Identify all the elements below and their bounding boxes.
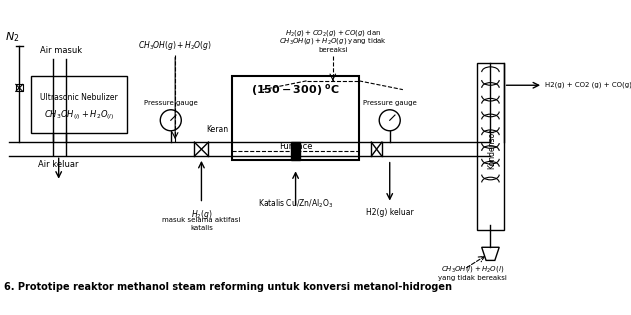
- Text: Pressure gauge: Pressure gauge: [363, 100, 416, 106]
- Text: Kondensor: Kondensor: [488, 129, 497, 169]
- Text: Keran: Keran: [206, 124, 228, 134]
- Text: katalis: katalis: [190, 225, 213, 232]
- Text: $CH_3OH(l) + H_2O(l)$: $CH_3OH(l) + H_2O(l)$: [441, 264, 505, 274]
- Text: Ultrasonic Nebulizer: Ultrasonic Nebulizer: [40, 94, 118, 102]
- Text: Furnace: Furnace: [279, 142, 312, 151]
- Text: $\mathit{CH_3OH_{(l)} + H_2O_{(l)}}$: $\mathit{CH_3OH_{(l)} + H_2O_{(l)}}$: [44, 109, 114, 122]
- Text: $CH_3OH(g) + H_2O(g)$: $CH_3OH(g) + H_2O(g)$: [138, 39, 212, 52]
- Text: $CH_3OH(g) + H_2O(g)$ yang tidak: $CH_3OH(g) + H_2O(g)$ yang tidak: [279, 37, 387, 46]
- Text: masuk selama aktifasi: masuk selama aktifasi: [162, 217, 240, 223]
- Text: Air keluar: Air keluar: [38, 160, 79, 169]
- Bar: [16, 84, 23, 91]
- Bar: [291, 142, 300, 160]
- Polygon shape: [481, 247, 499, 261]
- Text: $H_2(g)$: $H_2(g)$: [191, 208, 212, 221]
- Text: bereaksi: bereaksi: [318, 47, 348, 53]
- Circle shape: [379, 110, 400, 131]
- Bar: [477, 63, 504, 230]
- Text: $\mathbf{(150 - 300)\ ^oC}$: $\mathbf{(150 - 300)\ ^oC}$: [251, 82, 340, 98]
- Bar: [232, 77, 359, 160]
- Text: $H_2(g) + CO_2(g) + CO(g)$ dan: $H_2(g) + CO_2(g) + CO(g)$ dan: [285, 28, 381, 38]
- Text: Air masuk: Air masuk: [40, 46, 83, 55]
- Text: H2(g) keluar: H2(g) keluar: [366, 208, 413, 217]
- Text: H2(g) + CO2 (g) + CO(g): H2(g) + CO2 (g) + CO(g): [545, 82, 631, 89]
- Bar: [31, 77, 127, 134]
- Text: Katalis Cu/Zn/Al$_2$O$_3$: Katalis Cu/Zn/Al$_2$O$_3$: [258, 197, 333, 210]
- Text: 6. Prototipe reaktor methanol steam reforming untuk konversi metanol-hidrogen: 6. Prototipe reaktor methanol steam refo…: [4, 282, 452, 292]
- Circle shape: [160, 110, 181, 131]
- Text: Pressure gauge: Pressure gauge: [144, 100, 198, 106]
- Text: $N_2$: $N_2$: [5, 30, 20, 44]
- Text: yang tidak bereaksi: yang tidak bereaksi: [439, 275, 507, 281]
